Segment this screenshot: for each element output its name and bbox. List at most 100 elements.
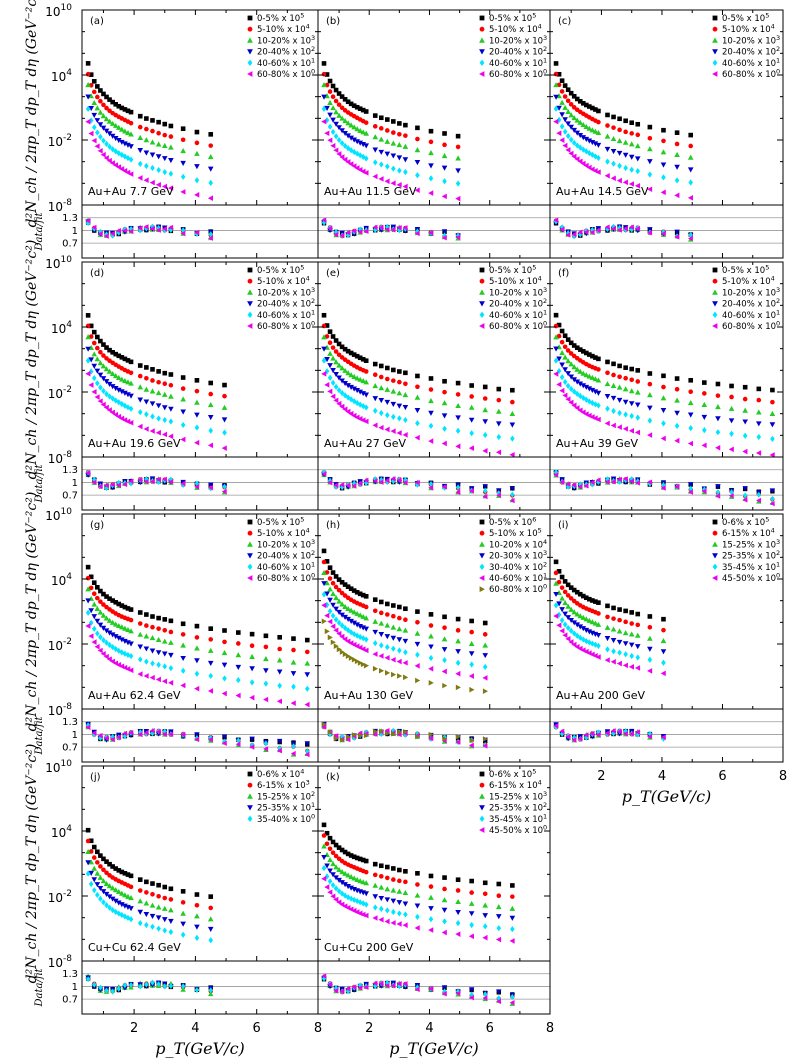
- y-tick-label: 10-2: [48, 637, 72, 653]
- data-point: [378, 916, 384, 923]
- data-point: [622, 641, 629, 647]
- data-point: [98, 599, 103, 604]
- data-point: [363, 891, 370, 897]
- data-point: [596, 600, 601, 605]
- ratio-point: [565, 734, 571, 740]
- data-point: [180, 160, 186, 166]
- data-point: [661, 627, 666, 633]
- data-point: [553, 323, 559, 329]
- data-point: [354, 388, 360, 394]
- data-point: [128, 144, 134, 150]
- data-point: [143, 912, 150, 918]
- data-point: [327, 634, 333, 641]
- data-point: [556, 71, 562, 77]
- data-point: [327, 137, 333, 144]
- data-point: [194, 399, 200, 405]
- legend-marker: [479, 323, 485, 329]
- ratio-point: [137, 731, 143, 738]
- data-point: [568, 399, 574, 406]
- data-point: [397, 615, 402, 621]
- data-point: [249, 694, 255, 701]
- data-point: [390, 624, 397, 630]
- data-point: [455, 684, 461, 691]
- data-point: [168, 170, 174, 177]
- data-point: [589, 139, 596, 146]
- data-point: [562, 589, 568, 595]
- data-point: [194, 439, 200, 446]
- ratio-point: [565, 232, 571, 238]
- data-point: [345, 872, 351, 878]
- data-point: [348, 885, 354, 891]
- data-point: [565, 371, 571, 377]
- data-point: [482, 407, 489, 413]
- data-point: [363, 392, 370, 398]
- ratio-point: [122, 228, 128, 234]
- data-point: [155, 904, 162, 910]
- ratio-tick-label: 1: [72, 478, 78, 489]
- data-point: [342, 870, 348, 876]
- x-tick-label: 6: [718, 769, 726, 784]
- data-point: [559, 123, 565, 130]
- data-point: [378, 610, 384, 616]
- data-point: [330, 334, 336, 339]
- data-point: [107, 861, 112, 867]
- data-point: [150, 164, 155, 172]
- legend-marker: [247, 59, 253, 66]
- legend-marker: [712, 289, 718, 295]
- data-point: [137, 124, 143, 130]
- data-point: [635, 168, 641, 175]
- data-point: [119, 890, 125, 896]
- data-point: [568, 112, 574, 118]
- data-point: [565, 87, 571, 92]
- ratio-point: [610, 479, 616, 485]
- data-point: [357, 106, 363, 111]
- data-point: [378, 149, 385, 155]
- data-point: [402, 157, 409, 163]
- data-point: [85, 357, 91, 364]
- data-point: [161, 638, 168, 644]
- data-point: [482, 934, 488, 941]
- data-point: [441, 193, 447, 200]
- data-point: [94, 118, 101, 124]
- ratio-point: [742, 492, 748, 499]
- data-point: [495, 421, 502, 427]
- data-point: [378, 874, 384, 879]
- ratio-point: [468, 994, 474, 1001]
- data-point: [357, 899, 363, 906]
- data-point: [194, 635, 200, 640]
- data-point: [342, 614, 348, 620]
- data-point: [568, 340, 574, 346]
- data-point: [580, 626, 587, 632]
- ratio-point: [357, 229, 363, 235]
- data-point: [150, 614, 155, 619]
- data-point: [455, 144, 461, 150]
- data-point: [495, 449, 502, 456]
- data-point: [128, 171, 134, 177]
- legend-marker: [712, 301, 718, 307]
- data-point: [321, 71, 327, 77]
- data-point: [107, 143, 112, 150]
- ratio-frame: [549, 204, 784, 259]
- data-point: [402, 392, 409, 398]
- data-point: [122, 625, 128, 631]
- data-point: [97, 885, 104, 892]
- data-point: [593, 401, 598, 408]
- data-point: [85, 323, 91, 329]
- data-point: [580, 614, 587, 620]
- data-point: [415, 871, 420, 876]
- data-point: [568, 150, 574, 157]
- legend-entry: 5-10% x 105: [489, 527, 542, 540]
- data-point: [403, 606, 408, 612]
- data-point: [634, 429, 641, 436]
- legend-entry: 35-45% x 101: [722, 560, 780, 573]
- data-point: [372, 383, 379, 389]
- data-point: [95, 345, 100, 351]
- data-point: [414, 147, 421, 153]
- data-point: [336, 630, 342, 637]
- data-point: [553, 118, 559, 125]
- data-point: [112, 136, 119, 142]
